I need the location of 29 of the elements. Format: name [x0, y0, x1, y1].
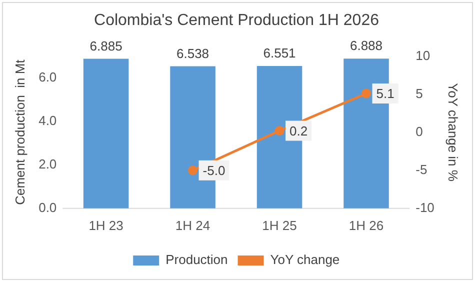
y2-axis-title: YoY change in %: [446, 83, 461, 182]
data-label: 6.538: [176, 46, 210, 61]
y-tick-label: 6.0: [38, 70, 57, 85]
data-label: 6.885: [90, 38, 122, 54]
legend-label: Production: [166, 252, 228, 268]
y2-tick-label: -10: [416, 200, 434, 215]
y2-tick-label: -5: [416, 162, 428, 177]
y-axis-title: Cement production in Mt: [12, 59, 28, 205]
data-label: -5.0: [202, 162, 226, 178]
y2-tick-label: 0: [416, 124, 423, 139]
legend-label: YoY change: [270, 252, 340, 268]
y-tick-label: 0.0: [38, 200, 57, 215]
x-tick-label: 1H 24: [175, 218, 210, 233]
data-label: 5.1: [376, 86, 394, 102]
point: [361, 88, 371, 98]
x-tick-label: 1H 26: [348, 218, 384, 233]
data-label: 6.551: [263, 46, 296, 61]
chart-title: Colombia's Cement Production 1H 2026: [94, 12, 380, 30]
data-label: 0.2: [290, 123, 308, 138]
bar: [83, 58, 129, 208]
y2-tick-label: 5: [416, 86, 423, 101]
y2-tick-label: 10: [416, 48, 430, 63]
data-label: 6.888: [350, 38, 383, 54]
point: [188, 166, 198, 176]
y-tick-label: 4.0: [38, 113, 57, 128]
x-tick-label: 1H 23: [88, 218, 124, 233]
point: [274, 126, 284, 136]
x-tick-label: 1H 25: [262, 218, 297, 233]
y-tick-label: 2.0: [38, 156, 57, 172]
